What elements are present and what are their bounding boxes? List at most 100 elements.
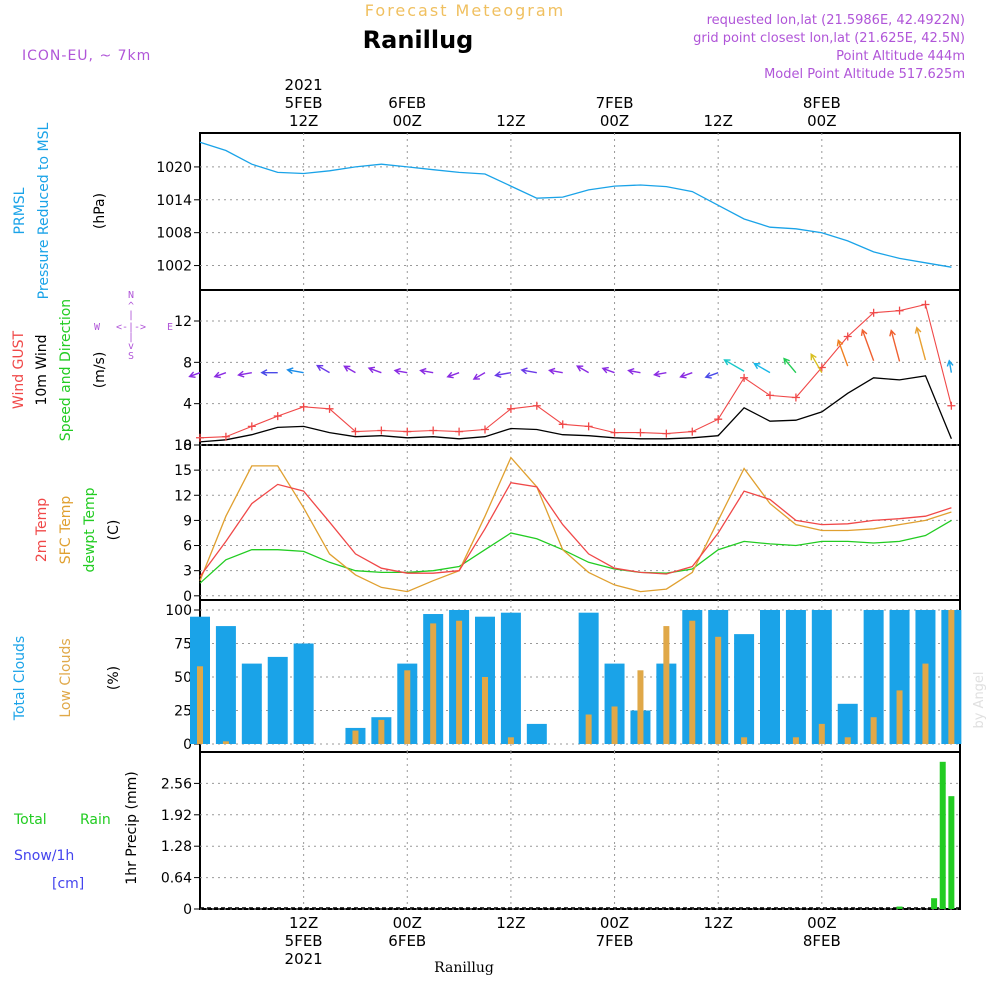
wind-direction-arrow [494, 371, 512, 378]
low-clouds-bar [585, 714, 592, 744]
model-altitude: Model Point Altitude 517.625m [764, 67, 965, 82]
y-tick-label: 8 [183, 355, 192, 371]
time-tick-label: 12Z [703, 112, 732, 130]
low-clouds-bar [456, 620, 463, 744]
label-rain: Rain [80, 812, 111, 828]
label-sfc-temp: SFC Temp [58, 496, 74, 565]
wind-gust-line [199, 303, 952, 439]
low-clouds-bar [611, 706, 618, 744]
wind-direction-arrow [627, 367, 641, 375]
compass-n: N [128, 290, 134, 301]
total-clouds-bar [293, 643, 314, 744]
watermark: by Angel [972, 671, 987, 728]
wind-direction-arrow [575, 365, 589, 374]
low-clouds-bar [715, 636, 722, 744]
label-10m-wind: 10m Wind [34, 334, 50, 405]
time-tick-label: 00Z [600, 112, 629, 130]
time-tick-label: 7FEB [596, 932, 634, 950]
low-clouds-bar [507, 737, 514, 744]
total-clouds-bar [241, 663, 262, 744]
time-tick-label: 6FEB [388, 94, 426, 112]
label-wind-gust: Wind GUST [11, 330, 27, 409]
sfc-temp-line [199, 456, 952, 593]
title-top: Forecast Meteogram [365, 1, 565, 20]
label-snow: Snow/1h [14, 848, 74, 864]
grid-point-coords: grid point closest lon,lat (21.625E, 42.… [693, 31, 965, 46]
time-tick-label: 00Z [600, 914, 629, 932]
wind-direction-arrow [343, 365, 356, 374]
total-clouds-bar [604, 663, 625, 744]
wind-direction-arrow [213, 371, 227, 379]
time-tick-label: 6FEB [388, 932, 426, 950]
compass-arrow-we: <-|-> [116, 322, 146, 333]
wind-gust-point [506, 404, 515, 413]
time-tick-label: 12Z [496, 914, 525, 932]
point-altitude: Point Altitude 444m [836, 49, 965, 64]
total-clouds-bar [215, 626, 236, 744]
y-tick-label: 1020 [156, 160, 192, 176]
location-title: Ranillug [363, 26, 474, 54]
time-tick-label: 00Z [807, 112, 836, 130]
wind-gust-point [455, 427, 464, 436]
wind-gust-point [791, 393, 800, 402]
wind-direction-arrow [601, 366, 615, 374]
y-tick-label: 1002 [156, 259, 192, 275]
time-tick-label: 7FEB [596, 94, 634, 112]
low-clouds-bar [482, 677, 488, 744]
time-tick-label: 00Z [807, 914, 836, 932]
label-dewpt-temp: dewpt Temp [82, 487, 98, 572]
rain-bar [939, 761, 946, 909]
time-tick-label: 12Z [496, 112, 525, 130]
low-clouds-bar [844, 737, 851, 744]
wind-direction-arrow [547, 367, 563, 375]
low-clouds-bar [689, 620, 696, 744]
time-tick-label: 2021 [285, 76, 323, 94]
total-clouds-bar [578, 612, 599, 744]
label-speed-direction: Speed and Direction [58, 299, 74, 441]
y-tick-label: 25 [174, 704, 192, 720]
time-tick-label: 2021 [285, 950, 323, 968]
low-clouds-bar [896, 690, 903, 744]
wind-direction-arrow [783, 357, 797, 374]
wind-gust-point [688, 427, 697, 436]
total-clouds-bar [811, 610, 832, 744]
wind-gust-point [921, 300, 930, 309]
wind-speed-line [199, 375, 953, 443]
y-tick-label: 6 [183, 539, 192, 555]
y-tick-label: 0 [183, 902, 192, 918]
wind-direction-arrow [810, 353, 823, 374]
y-tick-label: 18 [174, 438, 192, 454]
wind-gust-point [273, 412, 282, 421]
compass-e: E [167, 322, 173, 333]
label-hpa: (hPa) [92, 193, 108, 229]
y-tick-label: 1014 [156, 193, 192, 209]
wind-direction-arrow [753, 362, 771, 374]
label-pressure-msl: Pressure Reduced to MSL [36, 122, 52, 299]
y-tick-label: 1.92 [161, 808, 192, 824]
low-clouds-bar [870, 717, 877, 744]
wind-direction-arrow [836, 338, 849, 367]
y-tick-label: 50 [174, 670, 192, 686]
wind-gust-point [351, 427, 360, 436]
wind-direction-arrow [188, 371, 201, 379]
wind-direction-arrow [260, 369, 278, 377]
y-tick-label: 0 [183, 438, 192, 454]
y-tick-label: 75 [174, 637, 192, 653]
label-celsius: (C) [106, 520, 122, 541]
time-tick-label: 5FEB [285, 932, 323, 950]
time-tick-label: 00Z [393, 112, 422, 130]
total-clouds-bar [889, 610, 910, 744]
wind-gust-point [403, 427, 412, 436]
time-tick-label: 00Z [393, 914, 422, 932]
time-tick-label: 8FEB [803, 94, 841, 112]
wind-gust-point [895, 306, 904, 315]
total-clouds-bar [500, 612, 521, 744]
y-tick-label: 1.28 [161, 839, 192, 855]
wind-direction-arrow [393, 367, 408, 375]
total-clouds-bar [760, 610, 780, 744]
wind-direction-arrow [520, 367, 537, 375]
wind-gust-point [558, 420, 567, 429]
